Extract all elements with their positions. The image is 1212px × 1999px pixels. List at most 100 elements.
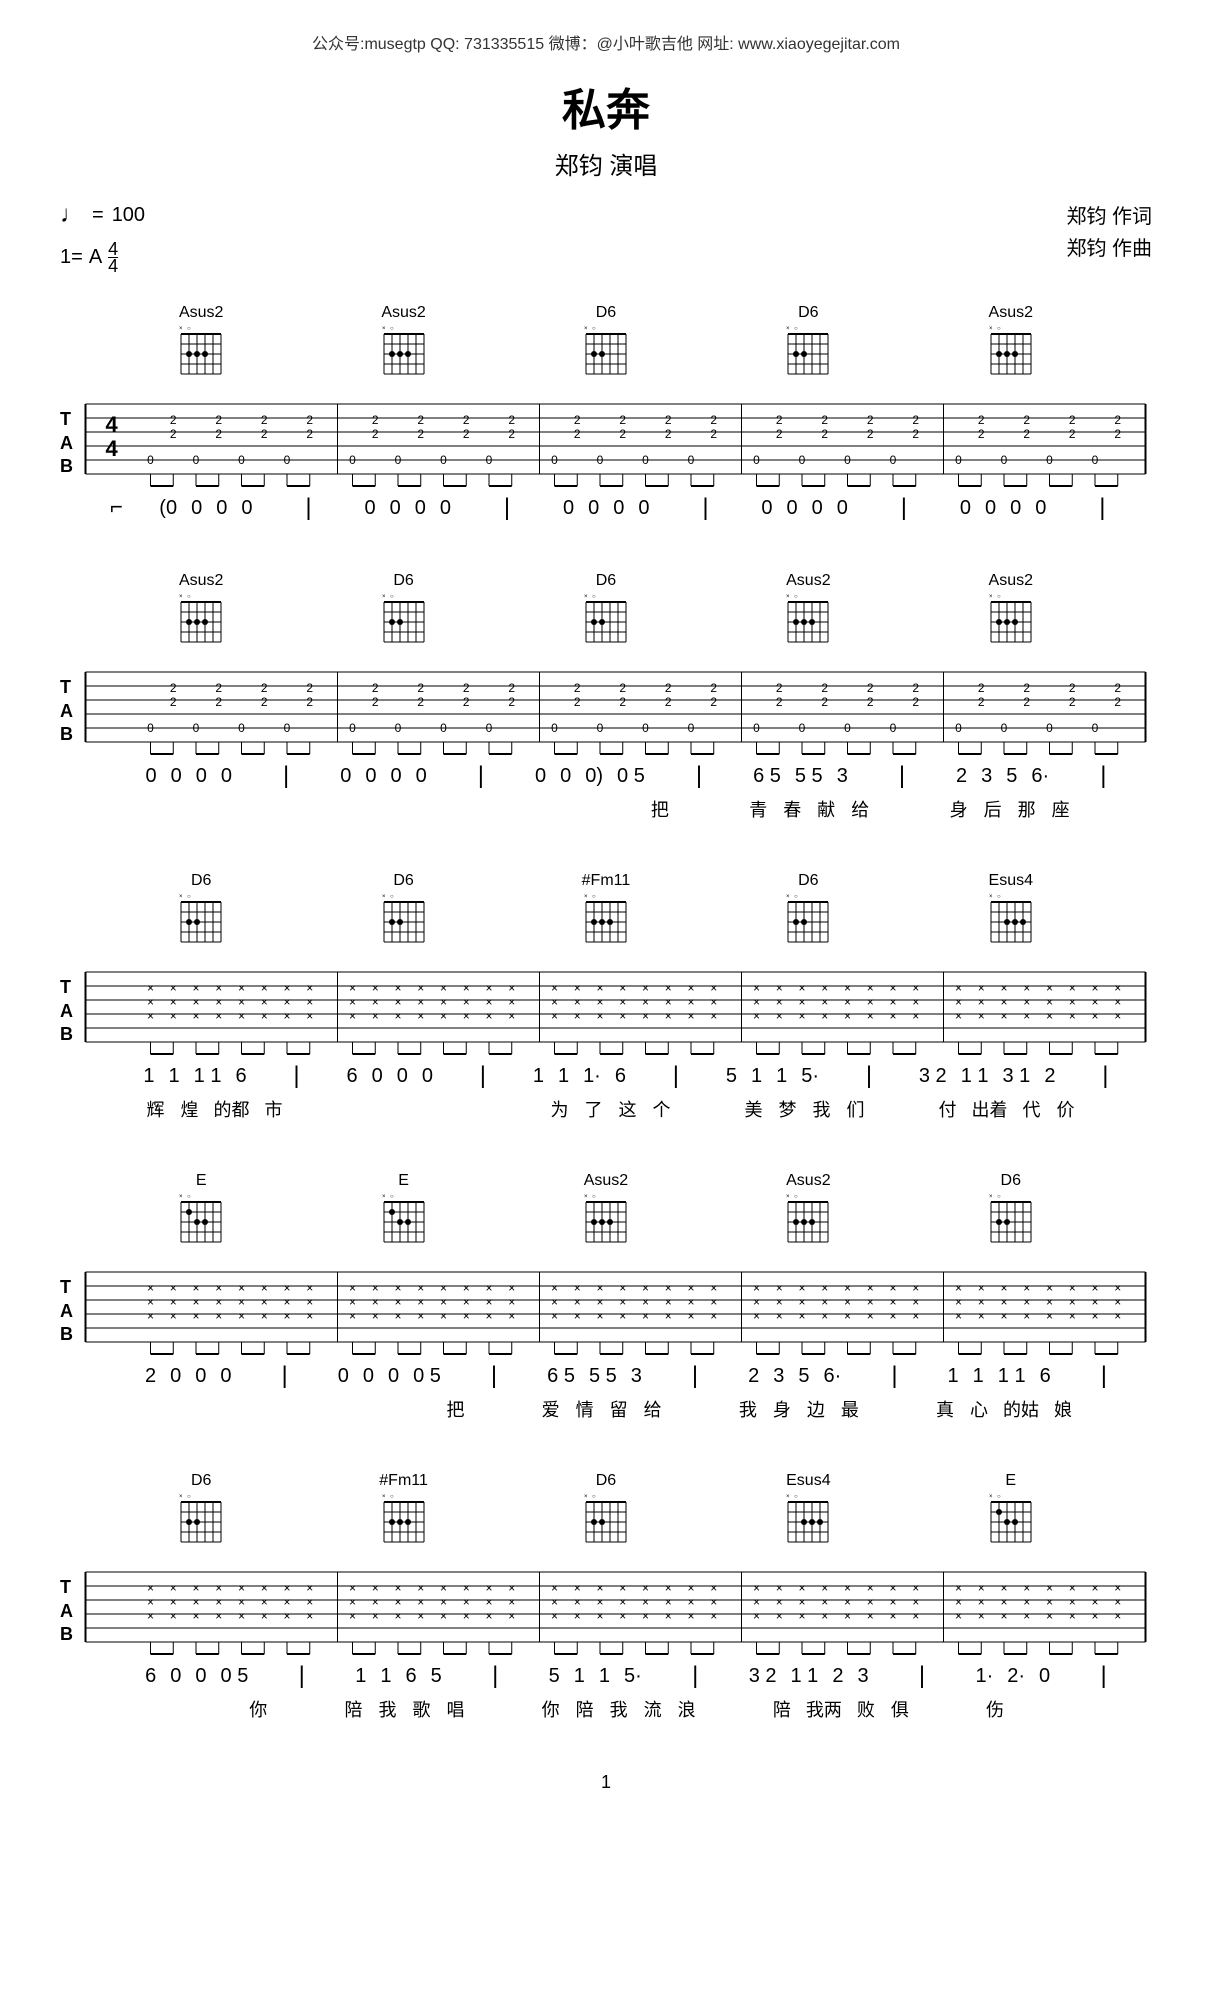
svg-text:×: × xyxy=(1046,995,1053,1009)
jianpu-note: 2 xyxy=(748,1365,759,1388)
svg-text:×: × xyxy=(394,1009,401,1023)
svg-text:×: × xyxy=(889,1581,896,1595)
svg-text:×: × xyxy=(989,1494,993,1500)
svg-text:×: × xyxy=(978,1609,985,1623)
svg-text:×: × xyxy=(574,1281,581,1295)
jianpu-bar: 0000 xyxy=(340,765,427,788)
barline: | xyxy=(1100,762,1106,790)
chord-name: Asus2 xyxy=(179,572,223,590)
svg-text:×: × xyxy=(798,1009,805,1023)
svg-text:×: × xyxy=(440,995,447,1009)
chord-row: Asus2 ×○ Asus2 ×○ D6 ×○ D6 ×○ Asus2 × xyxy=(60,304,1152,386)
svg-text:2: 2 xyxy=(463,695,470,709)
svg-text:×: × xyxy=(687,981,694,995)
svg-text:2: 2 xyxy=(665,695,672,709)
svg-text:0: 0 xyxy=(642,721,649,735)
key-prefix: 1= xyxy=(60,246,83,269)
svg-text:×: × xyxy=(1046,1281,1053,1295)
jianpu-bar: 3 21 13 12 xyxy=(919,1065,1056,1088)
jianpu-notes: 111 16|6000|111·6|5115·|3 21 13 12| xyxy=(120,1062,1132,1090)
svg-text:×: × xyxy=(642,1295,649,1309)
svg-text:×: × xyxy=(179,894,183,900)
svg-text:×: × xyxy=(1000,981,1007,995)
svg-text:○: ○ xyxy=(187,1494,191,1500)
svg-text:×: × xyxy=(192,1281,199,1295)
svg-text:×: × xyxy=(642,1595,649,1609)
barline: | xyxy=(1101,1662,1107,1690)
svg-text:×: × xyxy=(306,1595,313,1609)
svg-text:0: 0 xyxy=(799,721,806,735)
svg-text:×: × xyxy=(710,1609,717,1623)
jianpu-note: 0 xyxy=(985,497,996,520)
svg-text:×: × xyxy=(1069,995,1076,1009)
svg-text:×: × xyxy=(215,1609,222,1623)
lyric-char xyxy=(616,796,636,822)
svg-text:×: × xyxy=(463,1581,470,1595)
svg-text:×: × xyxy=(596,1595,603,1609)
svg-text:×: × xyxy=(147,1295,154,1309)
svg-text:×: × xyxy=(821,1295,828,1309)
svg-text:×: × xyxy=(1023,1309,1030,1323)
svg-text:2: 2 xyxy=(912,413,919,427)
chord-name: D6 xyxy=(596,304,616,322)
svg-text:2: 2 xyxy=(261,413,268,427)
svg-text:×: × xyxy=(417,1609,424,1623)
svg-text:×: × xyxy=(551,1595,558,1609)
svg-text:○: ○ xyxy=(187,594,191,600)
svg-text:×: × xyxy=(417,981,424,995)
svg-text:×: × xyxy=(349,1309,356,1323)
svg-text:×: × xyxy=(306,981,313,995)
svg-text:×: × xyxy=(978,1581,985,1595)
jianpu-note: 0 xyxy=(241,497,252,520)
svg-text:2: 2 xyxy=(508,681,515,695)
svg-text:×: × xyxy=(844,1009,851,1023)
svg-text:×: × xyxy=(665,1281,672,1295)
lyric-char: 春 xyxy=(782,796,802,822)
lyrics-bar xyxy=(347,796,469,822)
svg-text:0: 0 xyxy=(551,721,558,735)
lyrics-bar xyxy=(356,1096,478,1122)
jianpu-note: 2· xyxy=(1007,1665,1025,1688)
svg-text:×: × xyxy=(584,894,588,900)
svg-text:2: 2 xyxy=(867,427,874,441)
barline: | xyxy=(299,1662,305,1690)
tab-label: TAB xyxy=(60,408,73,478)
svg-text:2: 2 xyxy=(261,681,268,695)
jianpu-bar: 2356· xyxy=(748,1365,841,1388)
jianpu-note: 3 xyxy=(631,1365,642,1388)
svg-text:×: × xyxy=(551,1581,558,1595)
jianpu-note: 0 xyxy=(960,497,971,520)
svg-text:×: × xyxy=(192,1295,199,1309)
jianpu-note: (0 xyxy=(159,497,177,520)
svg-text:×: × xyxy=(889,1609,896,1623)
lyric-char: 身 xyxy=(949,796,969,822)
jianpu-note: 5 xyxy=(549,1665,560,1688)
jianpu-note: 0 xyxy=(365,765,376,788)
jianpu-row: 111 16|6000|111·6|5115·|3 21 13 12| xyxy=(60,1062,1152,1090)
chord: E ×○ xyxy=(379,1172,429,1254)
lyric-char: 煌 xyxy=(180,1096,200,1122)
time-signature: 4 4 xyxy=(108,241,118,274)
svg-text:×: × xyxy=(179,594,183,600)
svg-text:0: 0 xyxy=(955,721,962,735)
svg-text:×: × xyxy=(147,1309,154,1323)
svg-text:0: 0 xyxy=(193,721,200,735)
svg-text:2: 2 xyxy=(776,681,783,695)
svg-text:×: × xyxy=(417,1309,424,1323)
svg-text:×: × xyxy=(1000,1595,1007,1609)
chord-name: D6 xyxy=(393,872,413,890)
svg-text:0: 0 xyxy=(753,721,760,735)
svg-text:×: × xyxy=(867,995,874,1009)
svg-text:×: × xyxy=(1091,1309,1098,1323)
jianpu-note: 1 1 xyxy=(791,1665,819,1688)
jianpu-note: 2 xyxy=(832,1665,843,1688)
svg-text:×: × xyxy=(619,1581,626,1595)
svg-text:×: × xyxy=(440,1295,447,1309)
svg-text:×: × xyxy=(574,995,581,1009)
svg-text:2: 2 xyxy=(821,681,828,695)
jianpu-note: 1 xyxy=(751,1065,762,1088)
timesig-top: 4 xyxy=(108,241,118,257)
lyric-char: 陪 xyxy=(575,1696,595,1722)
svg-text:×: × xyxy=(665,981,672,995)
svg-text:×: × xyxy=(776,1309,783,1323)
